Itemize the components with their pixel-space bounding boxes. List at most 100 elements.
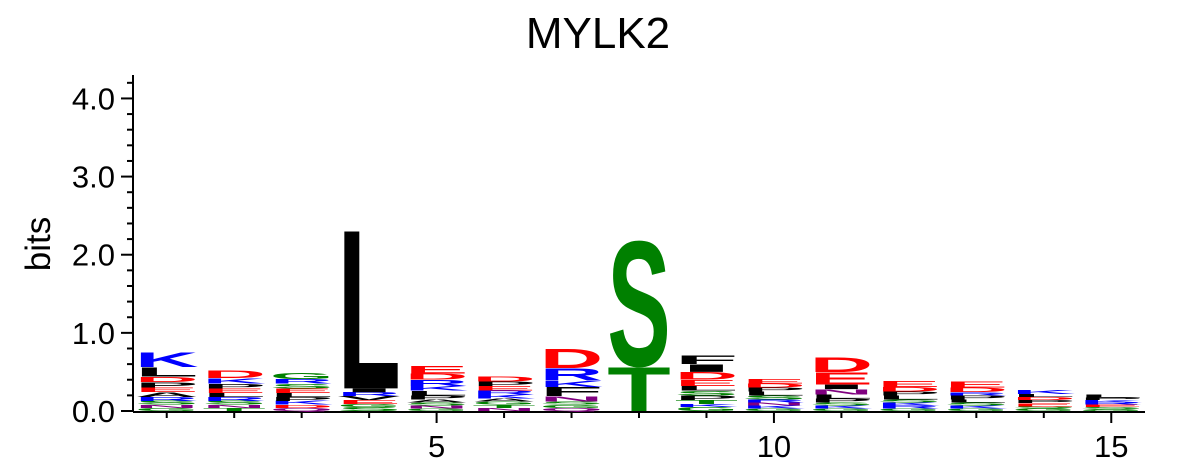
logo-letter-G: G [135,407,198,412]
logo-letter-E: E [472,385,535,392]
logo-letter-S: S [1012,406,1075,410]
logo-letter-K: K [270,400,334,406]
logo-letter-L: L [405,389,468,396]
logo-letter-L: L [1012,393,1075,398]
logo-letter-L: L [270,392,333,398]
logo-letter-F: F [540,384,603,399]
logo-letter-S: S [675,390,738,397]
logo-letter-P: P [270,396,333,402]
logo-letter-R: R [270,378,333,385]
logo-letter-E: E [1080,404,1143,408]
logo-letter-P: P [810,398,873,404]
logo-letter-D: D [270,404,333,409]
logo-letter-V: V [337,395,401,401]
y-tick-label: 0.0 [72,394,115,429]
logo-letter-K: K [1012,389,1076,395]
logo-letter-D: D [135,375,198,383]
logo-letter-G: G [877,408,940,412]
logo-letter-P: P [675,394,738,401]
y-tick-label: 4.0 [72,81,115,116]
logo-letter-D: D [472,375,535,383]
logo-letter-I: I [675,362,738,374]
logo-letter-P: P [742,387,805,393]
logo-letter-L: L [337,182,400,437]
logo-letter-S: S [202,400,265,406]
logo-letter-A: A [135,391,198,398]
logo-letter-L: L [877,394,940,400]
logo-letter-R: R [742,399,805,404]
logo-letter-T: T [202,407,266,412]
logo-letter-D: D [877,386,940,393]
logo-letter-L: L [135,365,198,380]
logo-letter-G: G [270,371,333,381]
logo-letter-P: P [945,394,1008,400]
logo-letter-R: R [945,392,1008,397]
logo-letter-E: E [405,364,468,376]
logo-letter-G: G [675,406,738,412]
logo-letter-R: R [1080,402,1143,406]
logo-letter-S: S [337,406,400,412]
logo-letter-E: E [1012,402,1075,407]
logo-letter-N: N [742,402,805,407]
logo-letter-I: I [337,387,400,393]
logo-letter-D: D [675,370,738,382]
logo-letter-G: G [337,403,400,408]
logo-letter-P: P [472,380,535,387]
logo-letter-P: P [405,394,468,400]
x-tick-label: 5 [428,429,445,464]
logo-letter-R: R [202,396,265,402]
logo-letter-S: S [1080,407,1143,411]
logo-letter-K: K [877,402,941,407]
logo-letter-G: G [810,408,873,412]
logo-letter-G: G [1012,408,1075,412]
logo-letter-R: R [877,405,940,410]
logo-letter-L: L [945,398,1008,403]
logo-letter-N: N [202,404,265,409]
logo-letter-T: T [675,399,739,405]
logo-letter-Q: Q [540,407,603,412]
logo-letter-R: R [540,365,603,384]
logo-letter-G: G [405,408,468,412]
x-tick-label: 10 [757,429,791,464]
logo-letter-P: P [1012,399,1075,404]
logo-letter-K: K [742,405,806,410]
logo-letter-E: E [877,379,940,389]
logo-letter-P: P [202,383,265,390]
logo-letter-L: L [202,392,265,398]
logo-letter-R: R [135,396,198,402]
logo-letter-K: K [202,377,265,385]
logo-letter-Q: Q [270,407,333,412]
logo-letter-K: K [1080,400,1144,404]
logo-letter-D: D [945,386,1008,393]
logo-letter-K: K [675,403,739,408]
logo-letter-S: S [135,400,198,406]
logo-letter-E: E [337,399,400,405]
logo-letter-S: S [877,399,940,404]
logo-letter-I: I [810,383,873,390]
logo-letter-R: R [472,390,535,396]
logo-letter-L: L [1080,394,1143,399]
logo-letter-D: D [810,352,873,376]
logo-letter-D: D [1012,396,1075,401]
logo-letter-R: R [337,391,400,397]
logo-letter-E: E [742,378,805,385]
y-tick-label: 2.0 [72,238,115,273]
logo-letter-K: K [540,379,603,389]
x-tick-label: 15 [1094,429,1128,464]
logo-letter-E: E [135,386,198,393]
axes: 0.0 1.0 2.0 3.0 4.0 5 10 15 [72,75,1145,464]
logo-letter-N: N [472,407,535,412]
logo-letter-P: P [1080,397,1143,401]
logo-letter-S: S [742,394,805,400]
logo-letter-T: T [472,404,536,409]
logo-letter-D: D [202,368,265,380]
logo-letter-K: K [405,385,468,392]
logo-letter-S: S [810,402,873,407]
logo-letter-K: K [472,394,536,400]
logo-letter-A: A [472,398,535,403]
logo-letter-L: L [742,390,805,396]
logo-letter-N: N [405,405,468,410]
y-tick-label: 1.0 [72,316,115,351]
